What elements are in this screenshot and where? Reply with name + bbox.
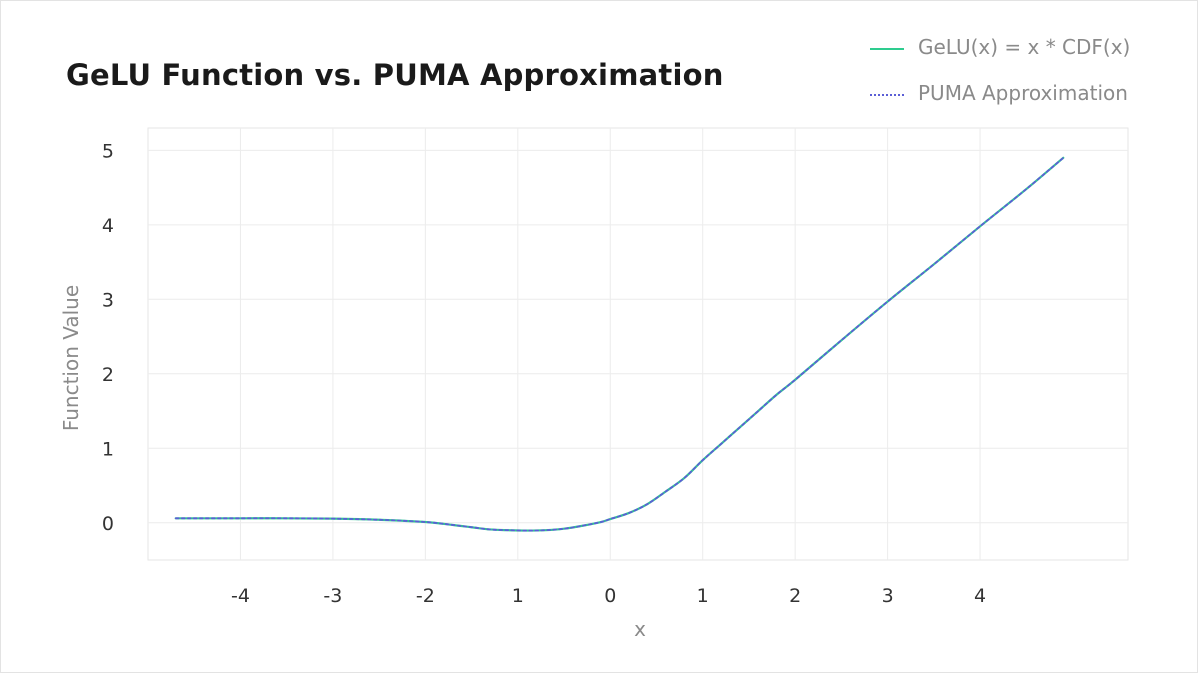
- x-tick-label: 4: [974, 585, 986, 607]
- x-tick-label: -3: [323, 585, 342, 607]
- y-tick-label: 4: [102, 215, 114, 237]
- legend-swatch-dotted-line: [870, 94, 904, 96]
- y-tick-label: 5: [102, 140, 114, 162]
- x-tick-label: 2: [789, 585, 801, 607]
- puma-series-line: [174, 156, 1065, 532]
- x-tick-label: 3: [882, 585, 894, 607]
- x-tick-label: -2: [416, 585, 435, 607]
- x-tick-label: -4: [231, 585, 250, 607]
- x-tick-label: 0: [604, 585, 616, 607]
- y-tick-label: 1: [102, 438, 114, 460]
- tick-labels: -4 -3 -2 1 0 1 2 3 4 0 1 2 3 4 5: [102, 140, 986, 607]
- legend-swatch-solid-line: [870, 48, 904, 50]
- x-axis-label: x: [634, 617, 646, 641]
- grid-lines: [148, 128, 1128, 560]
- y-tick-label: 0: [102, 513, 114, 535]
- gelu-series-line: [174, 156, 1065, 532]
- legend-label-puma: PUMA Approximation: [918, 81, 1128, 105]
- series-lines: [174, 156, 1065, 532]
- plot-border: [147, 127, 1129, 561]
- legend-label-gelu: GeLU(x) = x * CDF(x): [918, 35, 1131, 59]
- y-tick-label: 2: [102, 364, 114, 386]
- chart-title: GeLU Function vs. PUMA Approximation: [66, 58, 724, 92]
- x-tick-label: 1: [697, 585, 709, 607]
- x-tick-label: 1: [512, 585, 524, 607]
- y-tick-label: 3: [102, 289, 114, 311]
